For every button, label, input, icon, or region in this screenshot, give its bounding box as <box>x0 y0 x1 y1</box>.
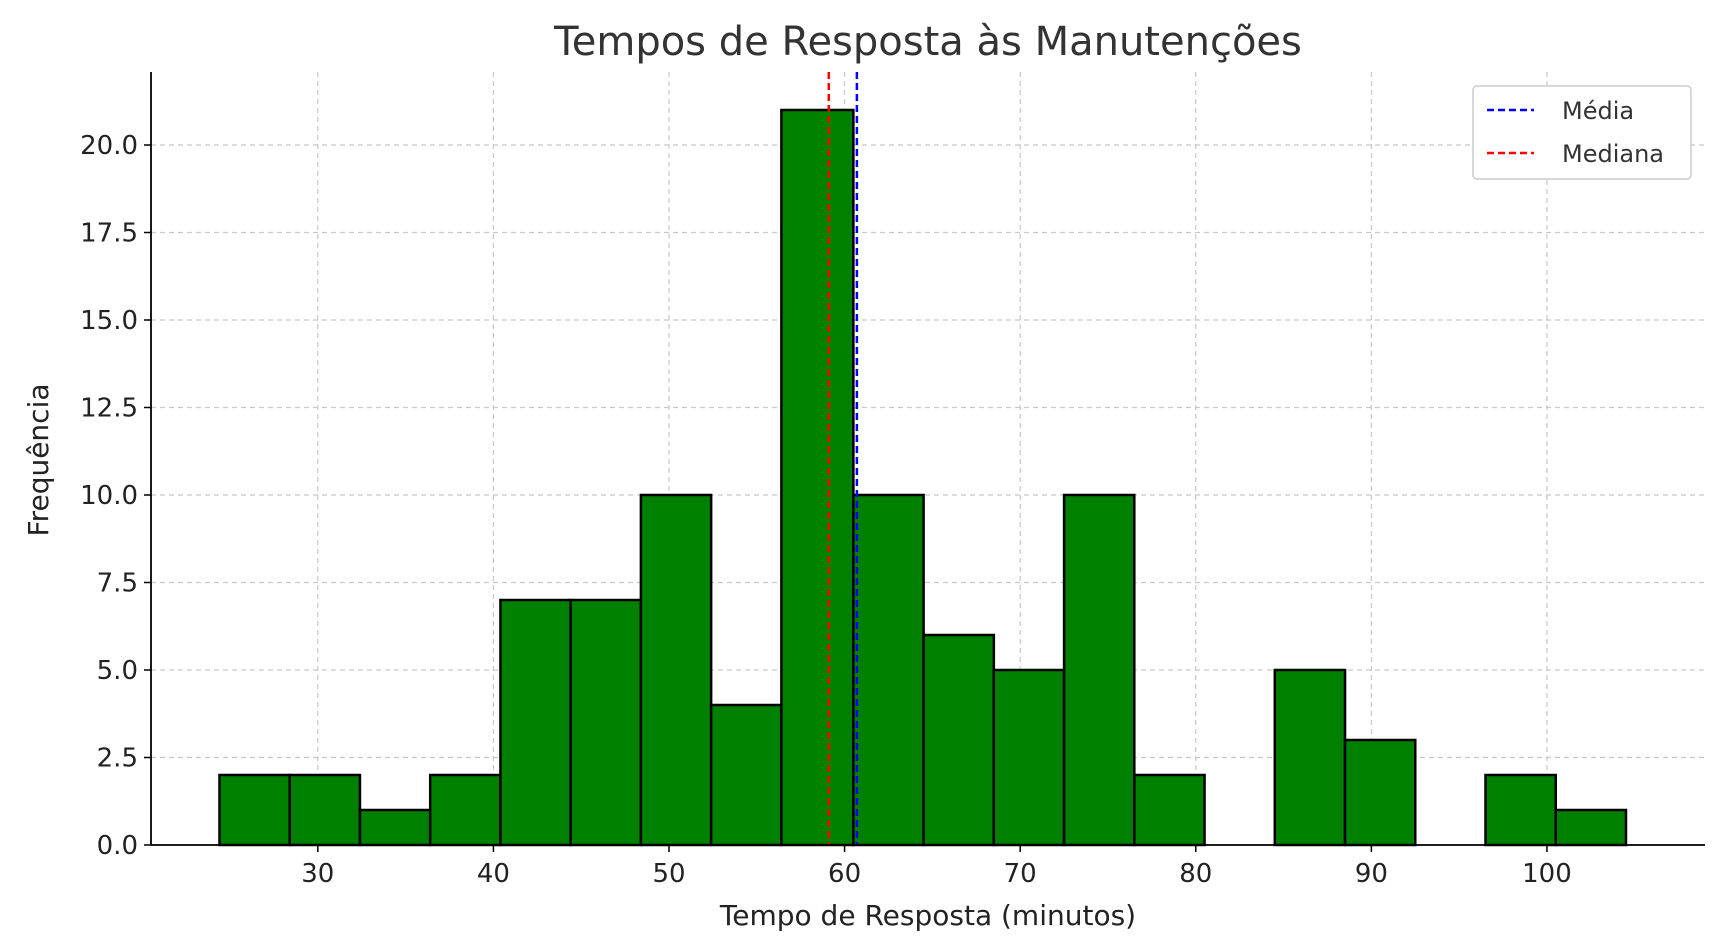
y-tick-label: 5.0 <box>97 656 138 686</box>
histogram-bar <box>569 598 643 847</box>
histogram-bar <box>1554 808 1628 847</box>
x-tick-label: 100 <box>1522 859 1572 889</box>
x-tick-label: 80 <box>1179 859 1212 889</box>
x-tick-label: 60 <box>828 859 861 889</box>
histogram-bar <box>288 773 362 847</box>
histogram-bar <box>358 808 432 847</box>
legend: Média Mediana <box>1472 85 1692 180</box>
histogram-bar <box>992 668 1066 847</box>
y-tick-label: 15.0 <box>80 306 138 336</box>
histogram-bars <box>218 108 1628 847</box>
histogram-bar <box>218 773 291 847</box>
histogram-bar <box>1484 773 1557 847</box>
x-tick-label: 70 <box>1004 859 1037 889</box>
x-axis-label: Tempo de Resposta (minutos) <box>719 899 1136 932</box>
histogram-bar <box>852 493 925 847</box>
y-tick-label: 7.5 <box>97 569 138 599</box>
histogram-bar <box>922 633 996 847</box>
histogram-bar <box>1133 773 1206 847</box>
x-tick-label: 50 <box>652 859 685 889</box>
x-tick-label: 90 <box>1355 859 1388 889</box>
chart-title: Tempos de Resposta às Manutenções <box>553 19 1302 65</box>
histogram-bar <box>639 493 713 847</box>
y-tick-label: 17.5 <box>80 219 138 249</box>
histogram-bar <box>780 108 855 847</box>
y-tick-label: 12.5 <box>80 394 138 424</box>
x-tick-label: 30 <box>301 859 334 889</box>
histogram-bar <box>428 773 502 847</box>
legend-label-media: Média <box>1562 97 1634 125</box>
legend-label-mediana: Mediana <box>1562 140 1664 168</box>
y-tick-label: 0.0 <box>97 831 138 861</box>
x-tick-label: 40 <box>477 859 510 889</box>
y-tick-label: 20.0 <box>80 131 138 161</box>
histogram-bar <box>1343 738 1417 847</box>
y-axis-ticks: 0.0 2.5 5.0 7.5 10.0 12.5 15.0 17.5 20.0 <box>80 131 151 861</box>
y-tick-label: 2.5 <box>97 744 138 774</box>
y-tick-label: 10.0 <box>80 481 138 511</box>
axes <box>150 72 1705 846</box>
legend-box <box>1472 85 1692 180</box>
x-axis-ticks: 30 40 50 60 70 80 90 100 <box>301 845 1572 889</box>
histogram-bar <box>709 703 783 847</box>
reference-lines <box>827 72 859 845</box>
histogram-bar <box>1273 668 1347 847</box>
y-axis-label: Frequência <box>22 383 55 536</box>
histogram-bar <box>499 598 572 847</box>
histogram-bar <box>1062 493 1136 847</box>
